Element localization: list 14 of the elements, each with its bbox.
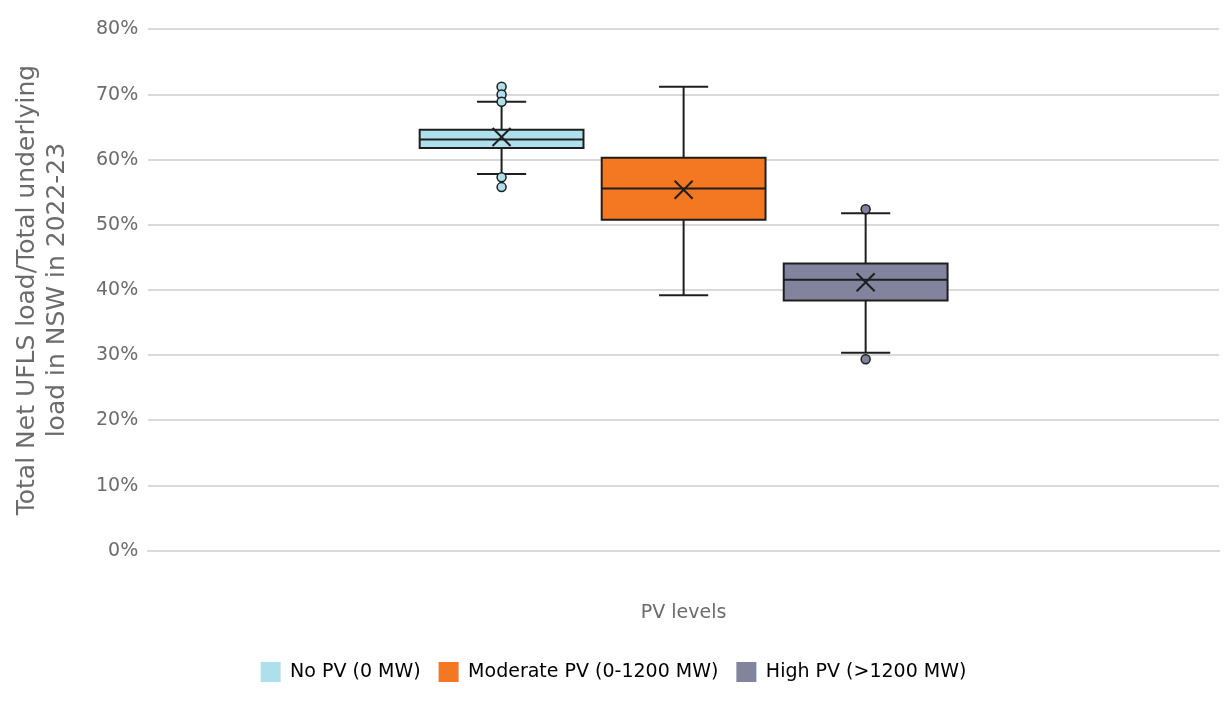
y-tick-label: 80% [96, 16, 139, 39]
y-tick-label: 60% [96, 146, 139, 169]
y-tick-label: 50% [96, 211, 139, 234]
y-tick-label: 0% [108, 537, 139, 560]
x-axis-title: PV levels [640, 599, 727, 622]
y-tick-label: 40% [96, 277, 139, 300]
legend-label: High PV (>1200 MW) [765, 658, 967, 681]
y-tick-label: 10% [96, 472, 139, 495]
legend-label: Moderate PV (0-1200 MW) [468, 658, 719, 681]
y-tick-label: 30% [96, 342, 139, 365]
y-tick-label: 70% [96, 81, 139, 104]
legend-label: No PV (0 MW) [290, 658, 421, 681]
y-axis-title: Total Net UFLS load/Total underlying load in NSW in 2022-23 [10, 64, 70, 517]
y-tick-label: 20% [96, 407, 139, 430]
